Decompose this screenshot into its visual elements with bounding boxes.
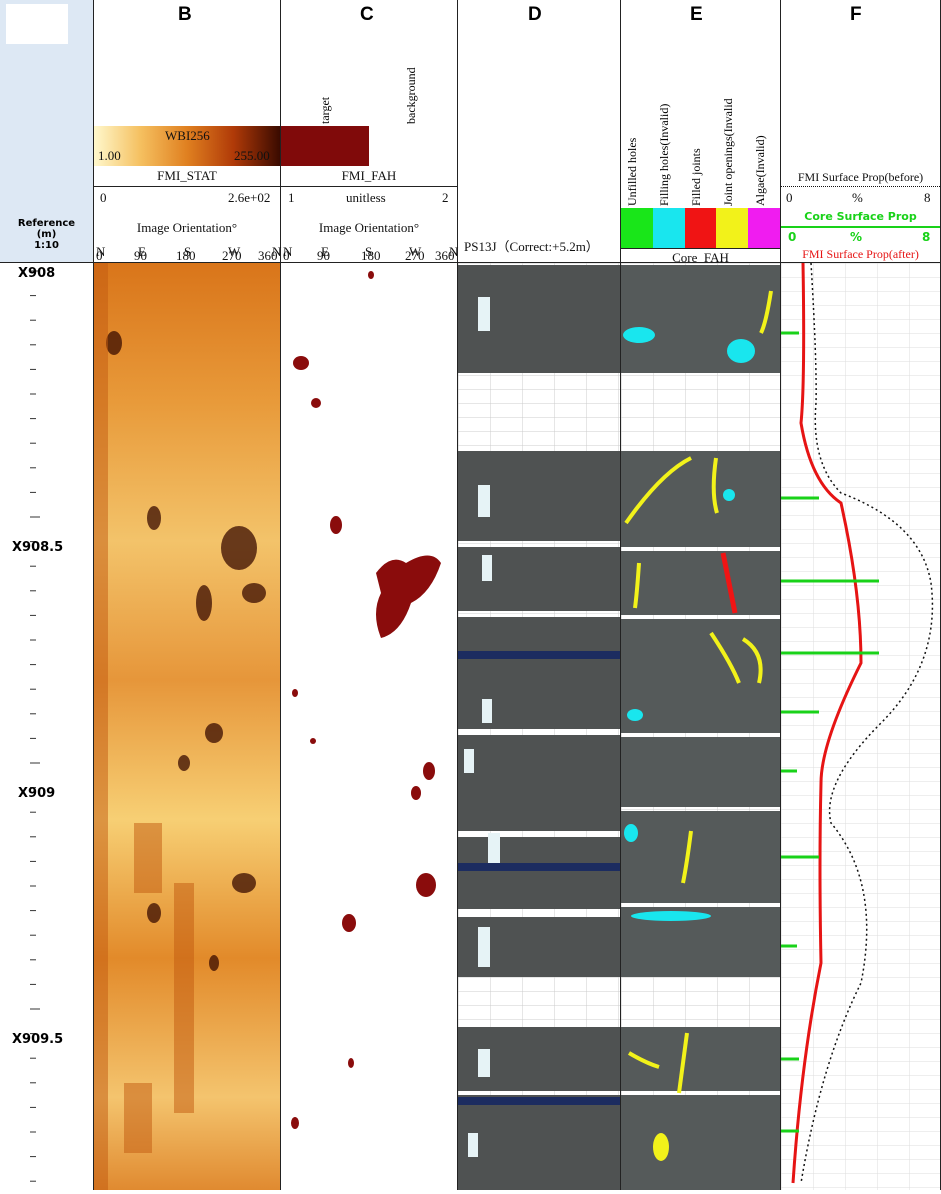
range-min-c: 1	[288, 190, 295, 205]
header-bottom-line	[0, 262, 941, 263]
legend-background: background	[404, 67, 418, 124]
fmi-static-image	[94, 263, 280, 1190]
depth-label: X909	[18, 786, 56, 801]
divider-ef	[780, 0, 781, 1190]
legend-filled-joints: Filled joints	[689, 148, 703, 206]
reference-label: Reference (m) 1:10	[17, 218, 76, 251]
depth-ruler	[0, 263, 93, 1190]
column-letter-f: F	[850, 4, 862, 25]
legend-unfilled-holes: Unfilled holes	[625, 137, 639, 206]
core-photo-label: PS13J（Correct:+5.2m）	[464, 239, 599, 254]
fmi-before-label: FMI Surface Prop(before)	[797, 170, 924, 184]
core-fah-image	[621, 263, 780, 1190]
orientation-label-c: Image Orientation°	[318, 220, 420, 235]
colorscale-bar	[94, 126, 280, 166]
scale-min: 1.00	[98, 148, 121, 163]
depth-label: X909.5	[12, 1032, 64, 1047]
column-letter-d: D	[528, 4, 542, 25]
core-photo-strip	[458, 263, 620, 1190]
core-prop-label: Core Surface Prop	[804, 210, 917, 223]
column-letter-e: E	[690, 4, 703, 25]
column-letter-c: C	[360, 4, 374, 25]
legend-algae: Algae(Invalid)	[753, 135, 767, 206]
legend-target: target	[318, 96, 332, 124]
fmi-fah-image	[281, 263, 457, 1190]
surface-prop-chart	[781, 262, 940, 1190]
divider-ab	[93, 0, 94, 1190]
legend-filling-holes: Filling holes(Invalid)	[657, 103, 671, 206]
curve-name-b: FMI_STAT	[157, 168, 217, 183]
depth-label: X908.5	[12, 540, 64, 555]
depth-label: X908	[18, 266, 56, 281]
curve-name-c: FMI_FAH	[341, 168, 397, 183]
divider-cd	[457, 0, 458, 1190]
column-letter-b: B	[178, 4, 192, 25]
range-unit-c: unitless	[346, 190, 386, 205]
range-max-c: 2	[442, 190, 449, 205]
scale-max: 255.00	[234, 148, 270, 163]
target-swatch	[281, 126, 369, 166]
curve-name-e: Core_FAH	[672, 250, 729, 265]
range-max-b: 2.6e+02	[228, 190, 271, 205]
divider-de	[620, 0, 621, 1190]
range-min-b: 0	[100, 190, 107, 205]
core-fah-legend	[621, 208, 780, 248]
scale-name: WBI256	[165, 128, 210, 143]
orientation-label-b: Image Orientation°	[136, 220, 238, 235]
divider-bc	[280, 0, 281, 1190]
fmi-after-label: FMI Surface Prop(after)	[802, 247, 919, 261]
legend-joint-openings: Joint openings(Invalid	[721, 98, 735, 206]
depth-ticks	[30, 270, 40, 1182]
track-a-header: Reference (m) 1:10	[0, 0, 93, 262]
